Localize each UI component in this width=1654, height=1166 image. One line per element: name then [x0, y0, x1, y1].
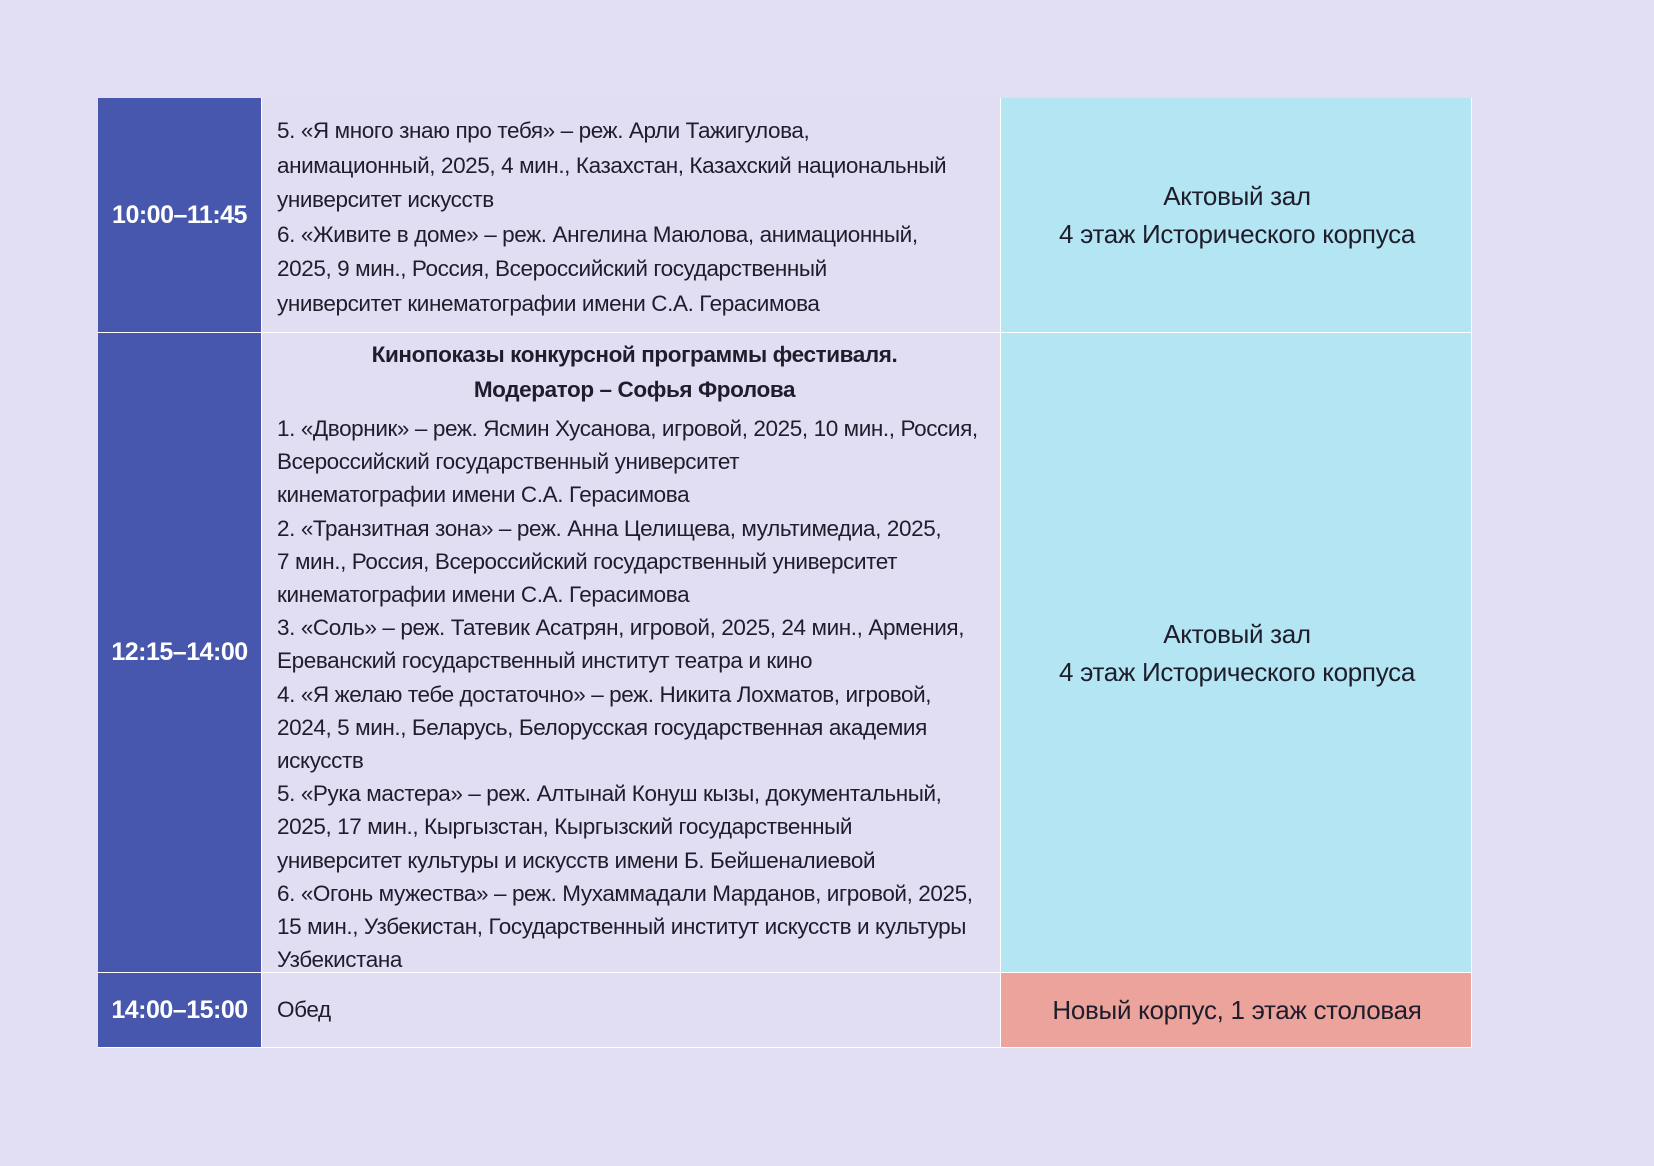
program-line: 2. «Транзитная зона» – реж. Анна Целищев… [277, 515, 942, 541]
program-line: Узбекистана [277, 947, 403, 973]
schedule-table: 10:00–11:45 5. «Я много знаю про тебя» –… [98, 98, 1472, 1048]
program-line: университет культуры и искусств имени Б.… [277, 847, 876, 873]
session-title: Кинопоказы конкурсной программы фестивал… [371, 342, 898, 367]
venue-cell: Актовый зал 4 этаж Исторического корпуса [1001, 333, 1472, 973]
program-line: 2025, 17 мин., Кыргызстан, Кыргызский го… [277, 814, 853, 840]
program-line: 15 мин., Узбекистан, Государственный инс… [277, 914, 967, 940]
program-line: Обед [277, 996, 331, 1022]
time-cell: 10:00–11:45 [98, 98, 262, 333]
program-line: 7 мин., Россия, Всероссийский государств… [277, 548, 898, 574]
venue-name: Актовый зал [1163, 181, 1311, 211]
program-line: 6. «Живите в доме» – реж. Ангелина Маюло… [277, 221, 918, 247]
session-heading: Кинопоказы конкурсной программы фестивал… [277, 337, 992, 407]
program-line: 5. «Рука мастера» – реж. Алтынай Конуш к… [277, 781, 942, 807]
time-cell: 12:15–14:00 [98, 333, 262, 973]
time-label: 12:15–14:00 [111, 638, 248, 666]
program-line: университет кинематографии имени С.А. Ге… [277, 290, 820, 316]
program-line: Всероссийский государственный университе… [277, 449, 740, 475]
program-line: анимационный, 2025, 4 мин., Казахстан, К… [277, 152, 947, 178]
time-label: 10:00–11:45 [112, 200, 247, 229]
session-moderator: Модератор – Софья Фролова [473, 377, 796, 402]
program-line: кинематографии имени С.А. Герасимова [277, 482, 690, 508]
description-cell: 5. «Я много знаю про тебя» – реж. Арли Т… [262, 98, 1001, 333]
venue-cell: Новый корпус, 1 этаж столовая [1001, 973, 1472, 1048]
venue-floor: 4 этаж Исторического корпуса [1059, 656, 1415, 687]
program-line: искусств [277, 748, 364, 774]
venue-name: Актовый зал [1163, 618, 1311, 649]
program-line: кинематографии имени С.А. Герасимова [277, 582, 690, 608]
venue-cell: Актовый зал 4 этаж Исторического корпуса [1001, 98, 1472, 333]
description-cell: Обед [262, 973, 1001, 1048]
program-line: 4. «Я желаю тебе достаточно» – реж. Ники… [277, 681, 932, 707]
program-line: 2025, 9 мин., Россия, Всероссийский госу… [277, 256, 827, 281]
program-line: 6. «Огонь мужества» – реж. Мухаммадали М… [277, 880, 973, 906]
program-line: 5. «Я много знаю про тебя» – реж. Арли Т… [277, 118, 810, 143]
venue-name: Новый корпус, 1 этаж столовая [1052, 995, 1422, 1025]
program-line: университет искусств [277, 187, 494, 212]
venue-floor: 4 этаж Исторического корпуса [1059, 219, 1415, 249]
time-cell: 14:00–15:00 [98, 973, 262, 1048]
description-cell: Кинопоказы конкурсной программы фестивал… [262, 333, 1001, 973]
program-line: 3. «Соль» – реж. Татевик Асатрян, игрово… [277, 615, 965, 641]
program-line: Ереванский государственный институт теат… [277, 648, 813, 674]
program-line: 2024, 5 мин., Беларусь, Белорусская госу… [277, 714, 927, 740]
program-line: 1. «Дворник» – реж. Ясмин Хусанова, игро… [277, 416, 978, 441]
time-label: 14:00–15:00 [111, 995, 248, 1024]
